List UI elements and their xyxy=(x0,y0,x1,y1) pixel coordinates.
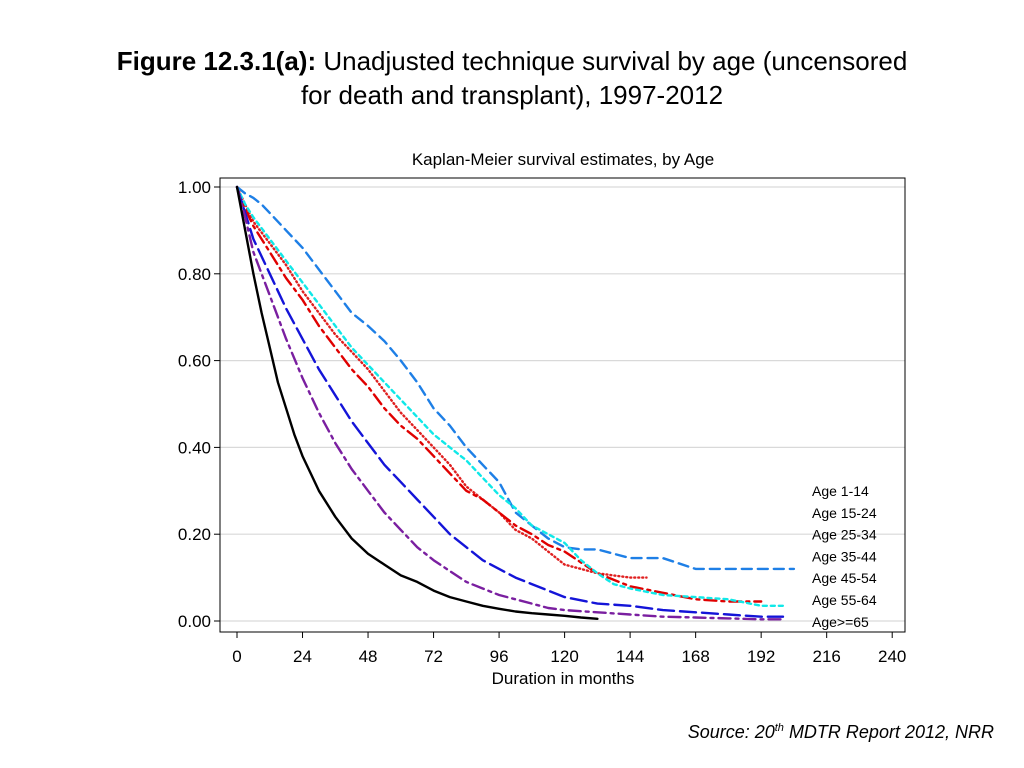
legend-label-6: Age 55-64 xyxy=(812,592,877,608)
series-line-2 xyxy=(235,185,648,579)
legend: Age 1-14 Age 15-24 Age 25-34 Age 35-44 Age 4… xyxy=(812,483,877,630)
series-line-7 xyxy=(235,185,599,620)
x-tick-label: 120 xyxy=(550,647,578,666)
legend-label-7: Age>=65 xyxy=(812,614,869,630)
x-tick-label: 168 xyxy=(681,647,709,666)
series-line-1 xyxy=(235,185,796,571)
x-tick-label: 48 xyxy=(359,647,378,666)
legend-label-1: Age 1-14 xyxy=(812,483,869,499)
gridlines xyxy=(220,186,905,622)
figure-title-line2: for death and transplant), 1997-2012 xyxy=(300,80,724,110)
legend-label-3: Age 25-34 xyxy=(812,527,877,543)
series-line-6 xyxy=(235,185,785,621)
series-line-5 xyxy=(235,185,785,618)
x-tick-label: 216 xyxy=(812,647,840,666)
legend-label-5: Age 45-54 xyxy=(812,570,877,586)
x-tick-label: 0 xyxy=(232,647,241,666)
plot-frame xyxy=(219,177,906,633)
series-line-3 xyxy=(235,185,763,603)
x-tick-label: 192 xyxy=(747,647,775,666)
y-tick-label: 0.40 xyxy=(178,438,211,457)
legend-label-4: Age 35-44 xyxy=(812,548,877,564)
source-suffix: MDTR Report 2012, NRR xyxy=(783,722,994,742)
y-tick-label: 0.00 xyxy=(178,612,211,631)
source-note: Source: 20th MDTR Report 2012, NRR xyxy=(688,722,994,743)
figure-title-text: Unadjusted technique survival by age (un… xyxy=(323,46,908,76)
chart-title: Kaplan-Meier survival estimates, by Age xyxy=(412,150,714,169)
x-axis-label: Duration in months xyxy=(492,669,635,688)
series-line-4 xyxy=(235,185,785,607)
x-tick-label: 72 xyxy=(424,647,443,666)
survival-curves xyxy=(235,185,796,621)
x-tick-label: 96 xyxy=(490,647,509,666)
x-tick-label: 240 xyxy=(878,647,906,666)
y-axis: 0.00 0.20 0.40 0.60 0.80 1.00 xyxy=(178,178,220,631)
y-tick-label: 0.80 xyxy=(178,265,211,284)
y-tick-label: 0.20 xyxy=(178,525,211,544)
x-tick-label: 144 xyxy=(616,647,644,666)
x-axis: 0 24 48 72 96 120 144 168 192 216 240 xyxy=(232,632,906,666)
x-tick-label: 24 xyxy=(293,647,312,666)
figure-title-label: Figure 12.3.1(a): xyxy=(116,46,317,76)
y-tick-label: 0.60 xyxy=(178,352,211,371)
y-tick-label: 1.00 xyxy=(178,178,211,197)
legend-label-2: Age 15-24 xyxy=(812,505,877,521)
source-prefix: Source: 20 xyxy=(687,722,775,742)
figure-title: Figure 12.3.1(a): Unadjusted technique s… xyxy=(0,44,1024,112)
source-superscript: th xyxy=(774,722,784,734)
